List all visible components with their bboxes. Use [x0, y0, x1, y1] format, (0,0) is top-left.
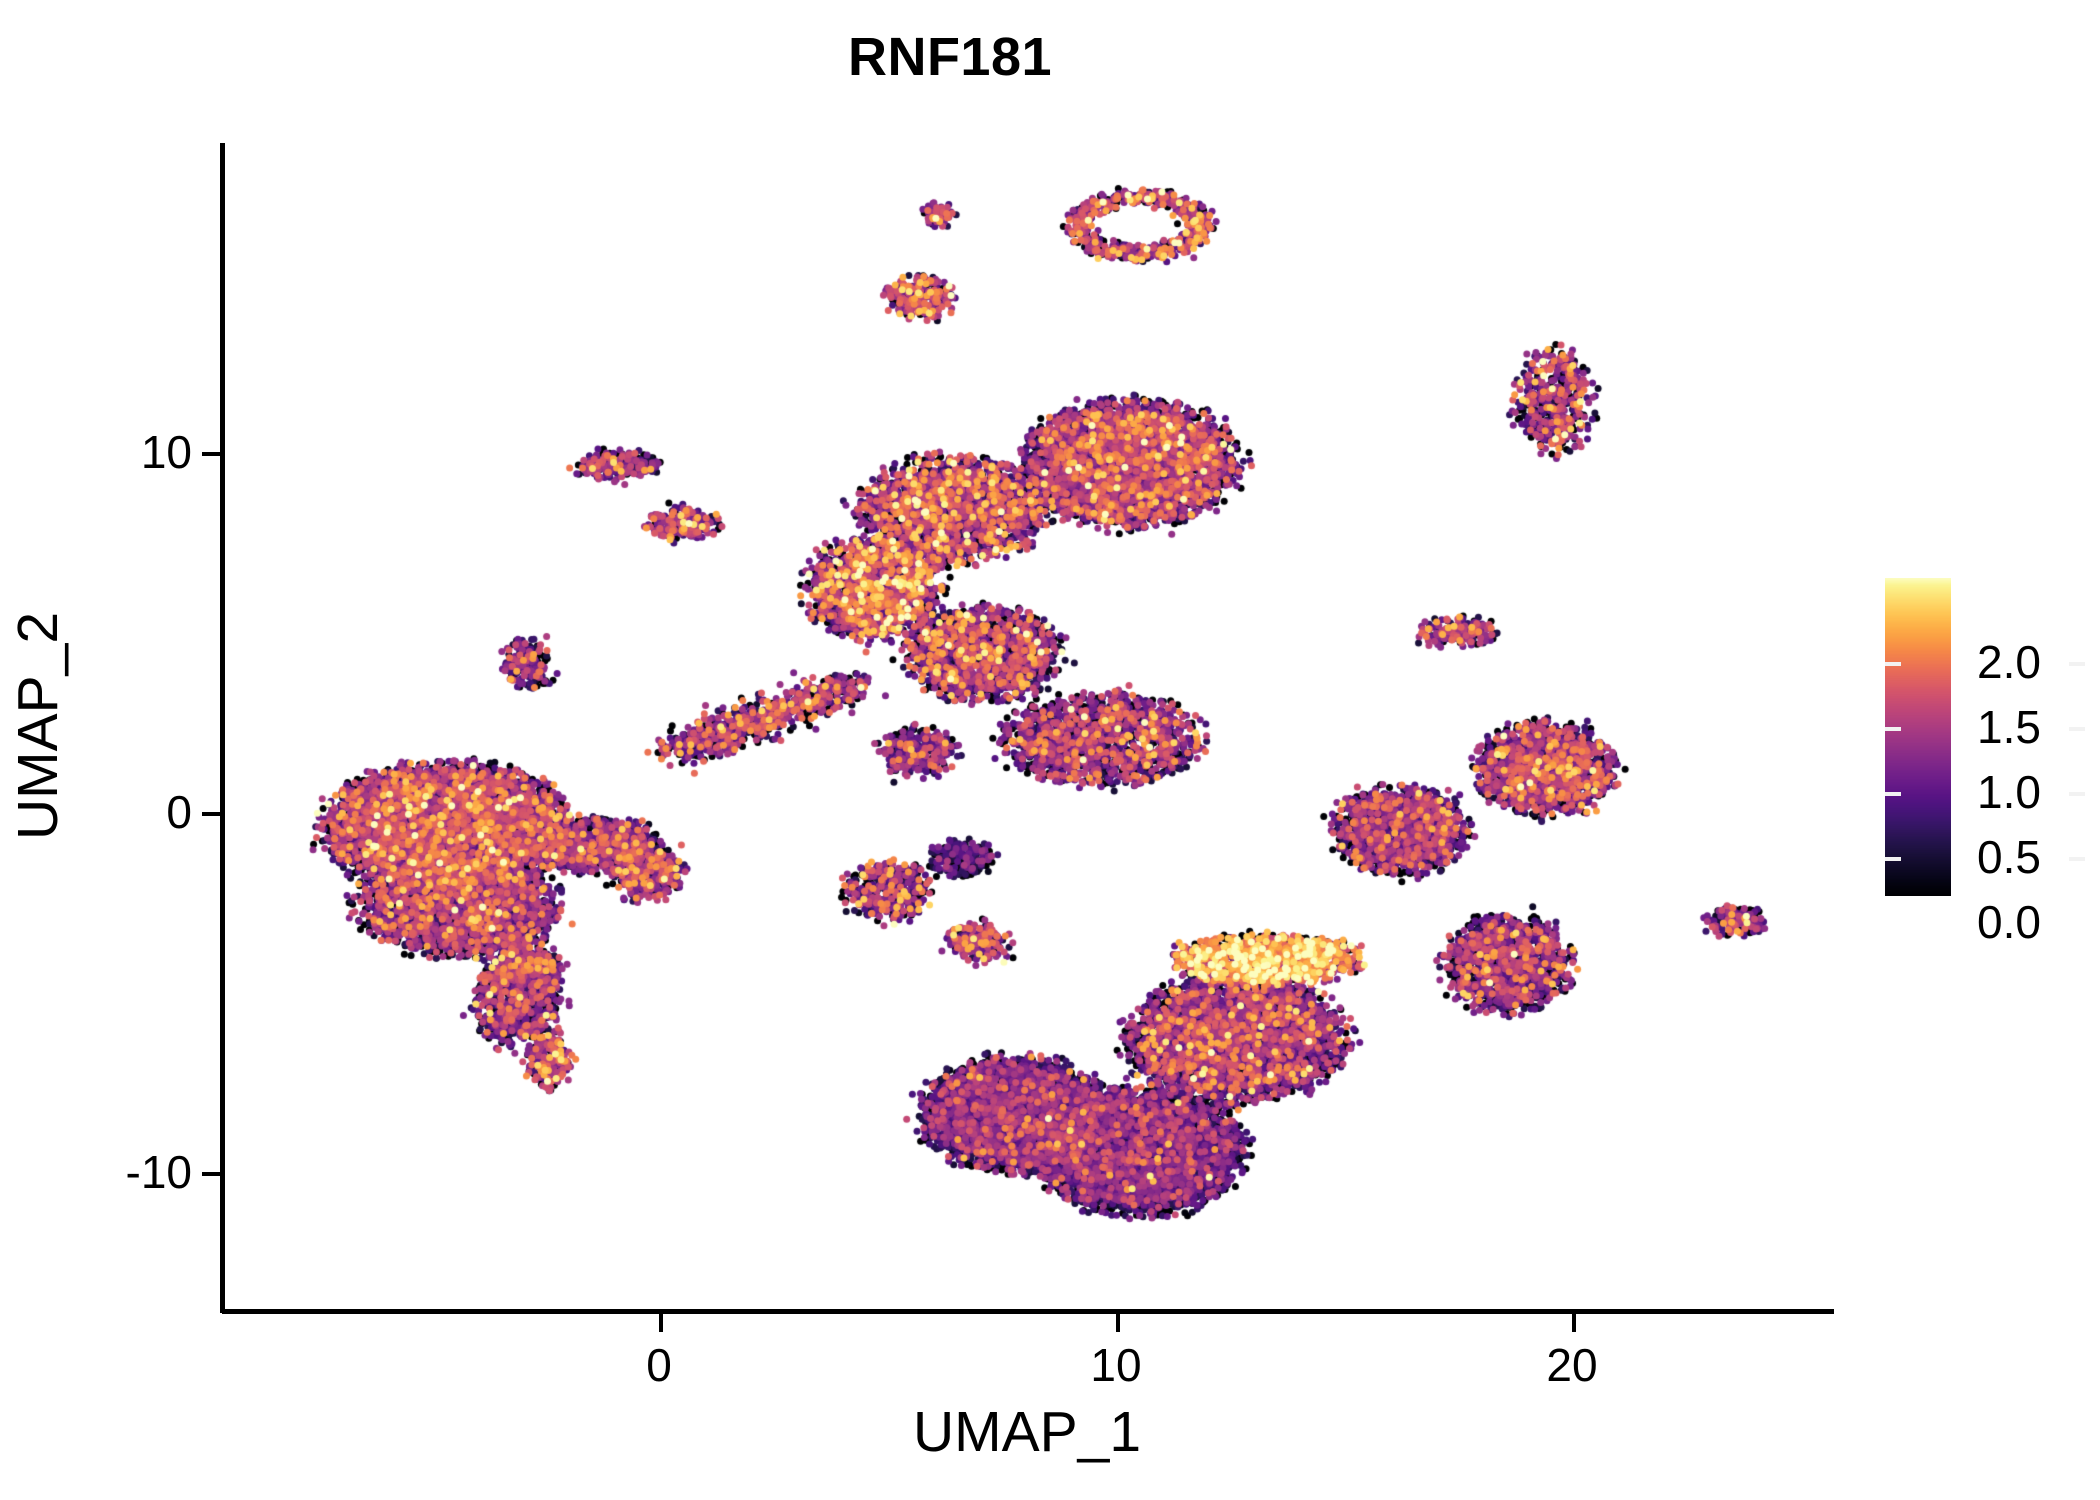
x-tick-mark-0: [659, 1314, 663, 1332]
colorbar-tick-1-5-left: [1885, 727, 1901, 731]
x-axis-title: UMAP_1: [912, 1400, 1142, 1464]
colorbar-label-2-0: 2.0: [1977, 636, 2041, 688]
y-axis-title: UMAP_2: [6, 611, 70, 841]
y-tick-mark-0: [202, 812, 220, 816]
y-tick-label-10: 10: [140, 426, 192, 478]
scatter-plot-canvas: [222, 143, 1832, 1309]
colorbar-label-1-0: 1.0: [1977, 766, 2041, 818]
colorbar-label-1-5: 1.5: [1977, 701, 2041, 753]
colorbar-tick-2-0-right: [2069, 662, 2085, 666]
x-tick-label-10: 10: [1090, 1339, 1142, 1391]
colorbar-legend: 2.0 1.5 1.0 0.5 0.0: [1885, 578, 2085, 945]
colorbar-tick-0-5-left: [1885, 857, 1901, 861]
x-tick-label-20: 20: [1546, 1339, 1598, 1391]
colorbar-tick-1-0-left: [1885, 792, 1901, 796]
y-tick-label-0: 0: [166, 786, 192, 838]
colorbar-tick-1-5-right: [2069, 727, 2085, 731]
colorbar-tick-0-5-right: [2069, 857, 2085, 861]
x-tick-mark-20: [1572, 1314, 1576, 1332]
x-axis-line: [222, 1309, 1834, 1314]
plot-panel: [222, 143, 1832, 1309]
colorbar-tick-2-0-left: [1885, 662, 1901, 666]
colorbar-label-0-0: 0.0: [1977, 896, 2041, 948]
x-tick-label-0: 0: [646, 1339, 672, 1391]
y-tick-mark-10: [202, 452, 220, 456]
y-tick-mark-minus10: [202, 1172, 220, 1176]
colorbar-gradient: [1885, 578, 1951, 896]
colorbar-tick-1-0-right: [2069, 792, 2085, 796]
y-tick-label-minus10: -10: [125, 1146, 192, 1198]
y-axis-line: [220, 143, 225, 1313]
colorbar-label-0-5: 0.5: [1977, 831, 2041, 883]
page-title: RNF181: [847, 27, 1053, 87]
x-tick-mark-10: [1116, 1314, 1120, 1332]
